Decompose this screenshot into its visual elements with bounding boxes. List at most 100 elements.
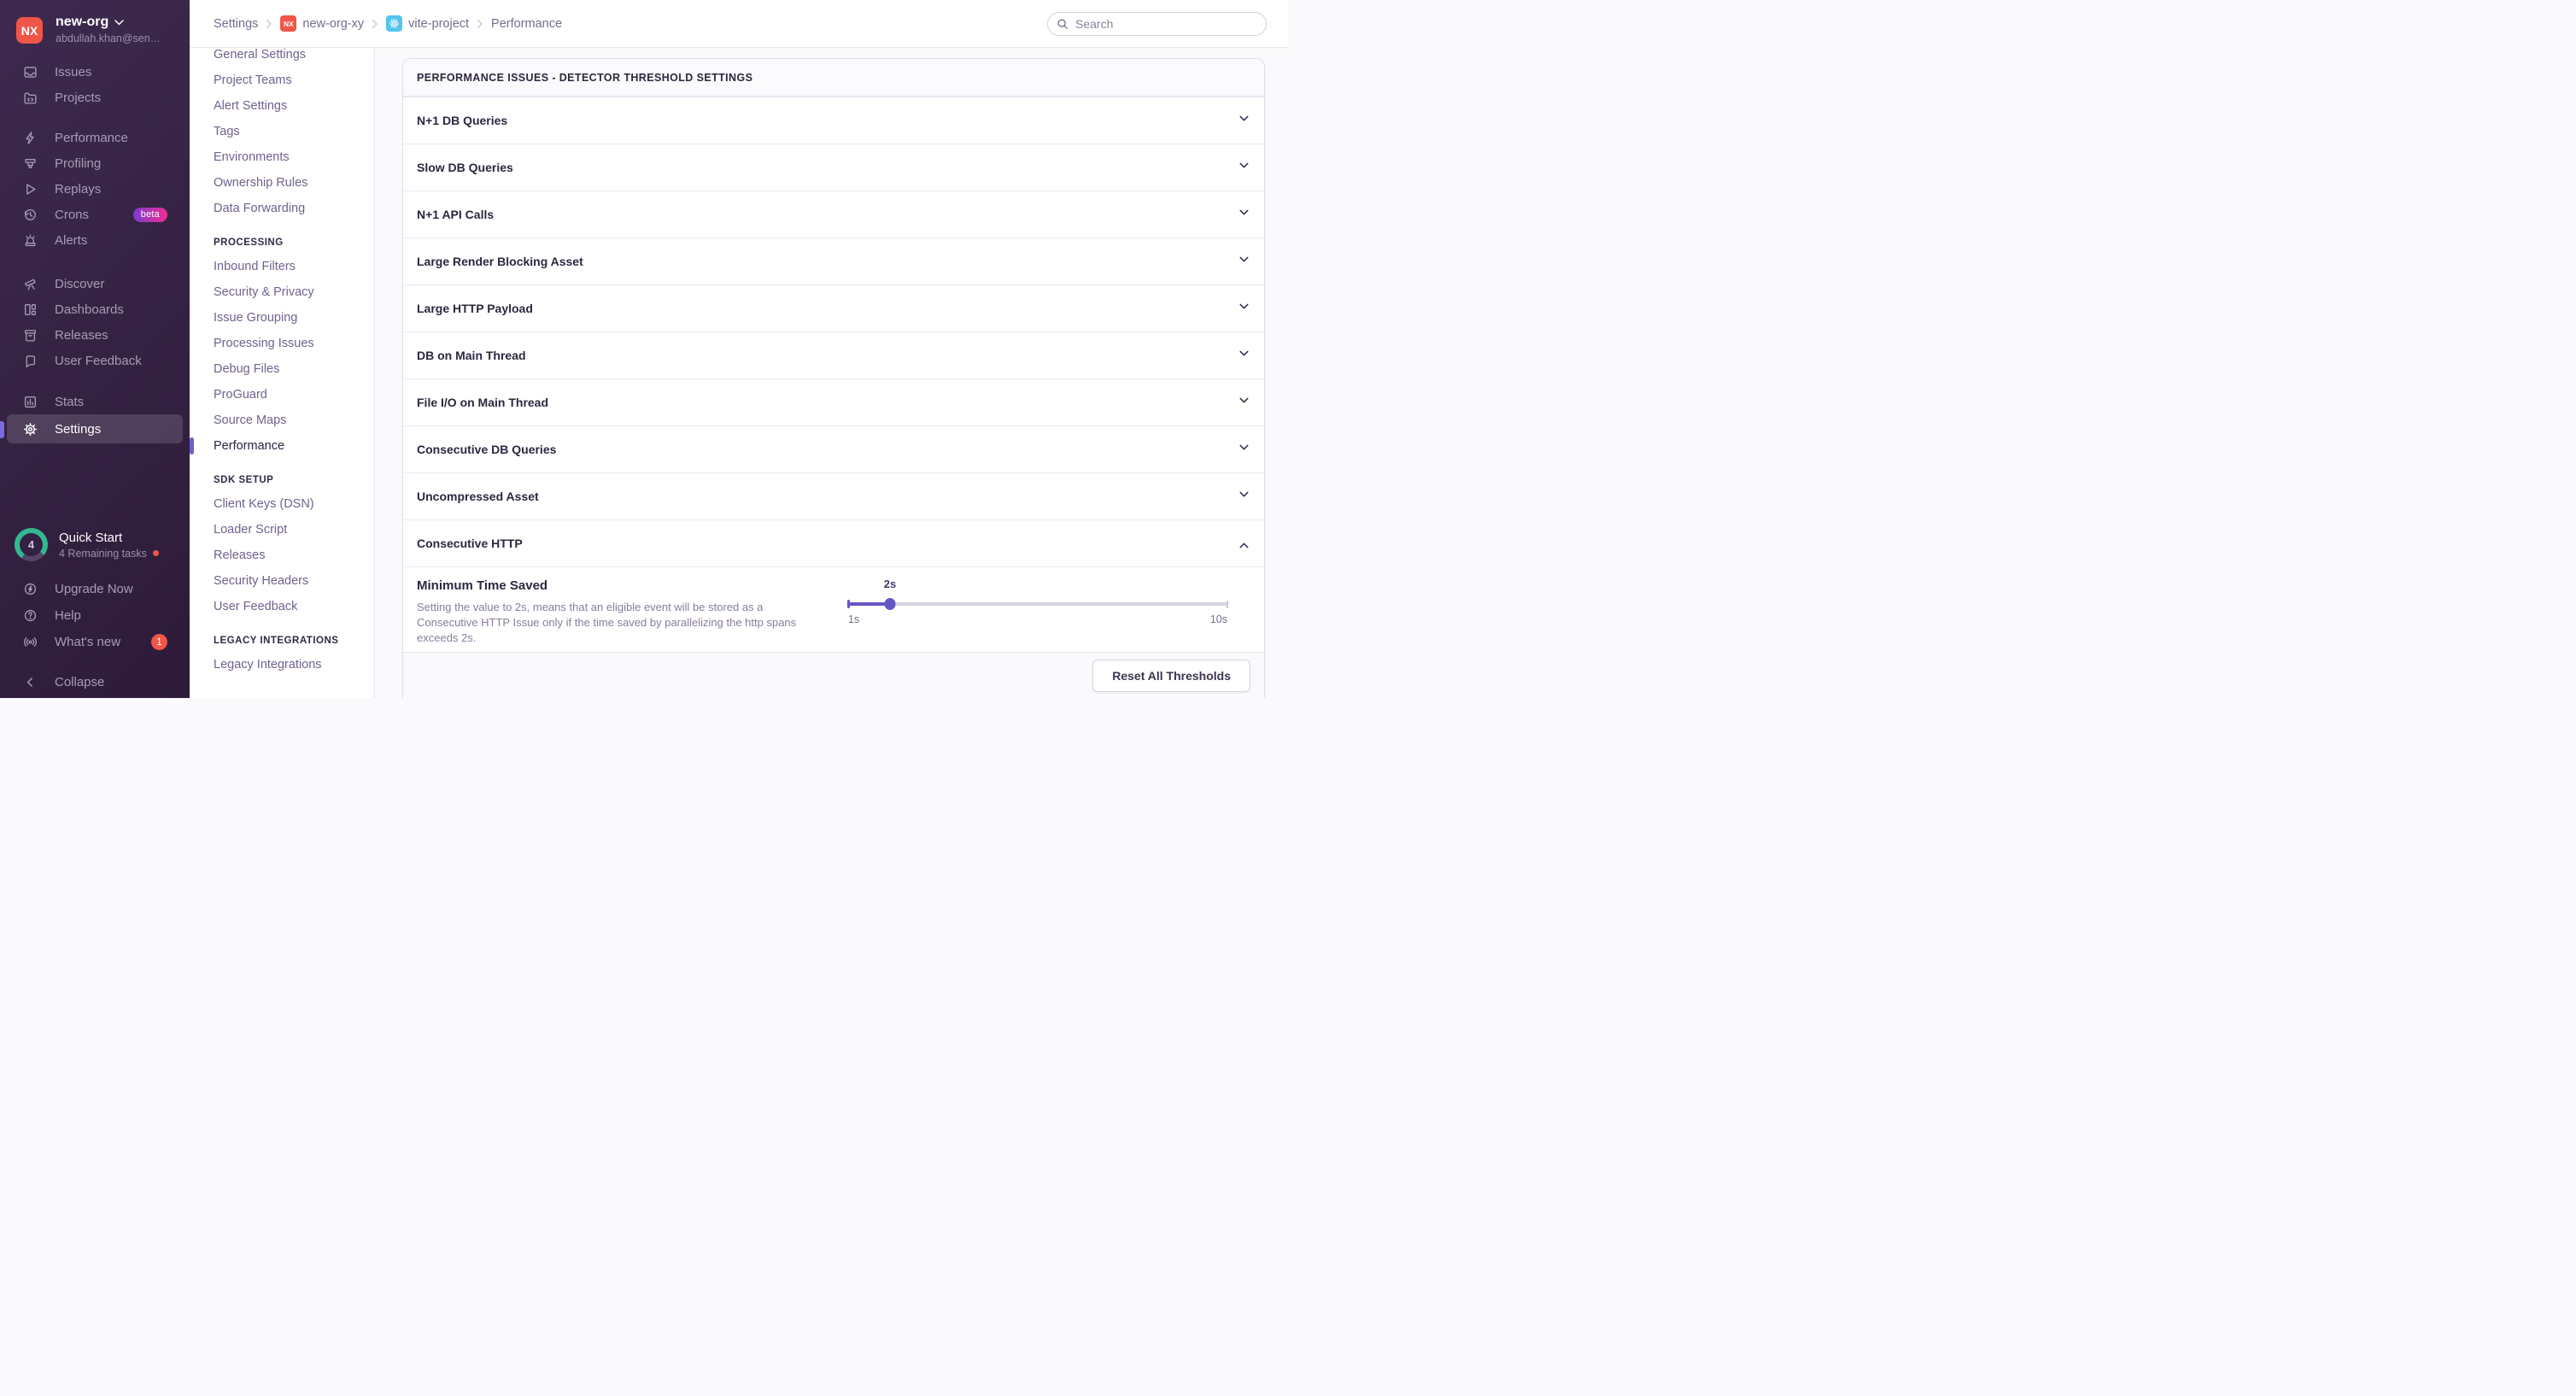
upgrade-icon xyxy=(22,582,38,597)
settings-nav-inbound-filters[interactable]: Inbound Filters xyxy=(214,260,296,273)
threshold-row-n1-db-queries[interactable]: N+1 DB Queries xyxy=(403,97,1264,144)
settings-nav-header-legacy-integrations: LEGACY INTEGRATIONS xyxy=(214,636,339,646)
notification-dot xyxy=(152,550,159,556)
settings-nav-data-forwarding[interactable]: Data Forwarding xyxy=(214,202,306,215)
sidebar-item-discover[interactable]: Discover xyxy=(0,271,190,296)
settings-nav-ownership-rules[interactable]: Ownership Rules xyxy=(214,176,308,190)
sidebar-item-help[interactable]: Help xyxy=(0,602,190,629)
sidebar-item-stats[interactable]: Stats xyxy=(0,389,190,414)
active-item-edge-indicator xyxy=(0,421,4,438)
chevron-right-icon xyxy=(266,19,272,29)
sidebar-item-user-feedback[interactable]: User Feedback xyxy=(0,348,190,373)
slider-end-cap xyxy=(1226,600,1228,608)
settings-secondary-nav: General Settings Project Teams Alert Set… xyxy=(190,48,375,698)
primary-nav: Issues Projects Performance Profiling Re… xyxy=(0,59,190,443)
user-email: abdullah.khan@sen… xyxy=(56,32,161,44)
chevron-down-icon xyxy=(114,15,124,30)
stats-icon xyxy=(22,394,38,409)
breadcrumb-organization[interactable]: NX new-org-xy xyxy=(280,15,364,32)
dashboards-icon xyxy=(22,302,38,317)
detector-threshold-panel: PERFORMANCE ISSUES - DETECTOR THRESHOLD … xyxy=(402,58,1265,698)
sidebar-item-crons[interactable]: Crons beta xyxy=(0,202,190,227)
threshold-row-file-io-on-main-thread[interactable]: File I/O on Main Thread xyxy=(403,378,1264,425)
sidebar-item-settings[interactable]: Settings xyxy=(7,414,183,443)
settings-nav-environments[interactable]: Environments xyxy=(214,150,290,164)
breadcrumb-settings[interactable]: Settings xyxy=(214,16,259,31)
chevron-down-icon xyxy=(1238,206,1250,223)
settings-nav-performance[interactable]: Performance xyxy=(214,439,285,453)
threshold-row-uncompressed-asset[interactable]: Uncompressed Asset xyxy=(403,472,1264,519)
sidebar-item-profiling[interactable]: Profiling xyxy=(0,150,190,176)
threshold-row-db-on-main-thread[interactable]: DB on Main Thread xyxy=(403,331,1264,378)
crons-icon xyxy=(22,207,38,222)
settings-nav-debug-files[interactable]: Debug Files xyxy=(214,362,280,376)
setting-label: Minimum Time Saved xyxy=(417,578,548,593)
active-nav-accent-bar xyxy=(190,437,194,455)
sidebar-item-performance[interactable]: Performance xyxy=(0,125,190,150)
sidebar-item-upgrade-now[interactable]: Upgrade Now xyxy=(0,576,190,602)
quick-start-panel[interactable]: 4 Quick Start 4 Remaining tasks xyxy=(15,528,179,561)
quick-start-title: Quick Start xyxy=(59,530,123,545)
slider-max-label: 10s xyxy=(1209,613,1227,625)
settings-nav-tags[interactable]: Tags xyxy=(214,125,240,138)
sidebar-item-replays[interactable]: Replays xyxy=(0,176,190,202)
quick-start-progress-ring: 4 xyxy=(15,528,48,561)
breadcrumb-current-page: Performance xyxy=(491,16,563,31)
reset-all-thresholds-button[interactable]: Reset All Thresholds xyxy=(1092,660,1250,692)
settings-nav-header-sdk-setup: SDK SETUP xyxy=(214,475,274,485)
threshold-row-large-render-blocking-asset[interactable]: Large Render Blocking Asset xyxy=(403,238,1264,284)
breadcrumb: Settings NX new-org-xy vite-project Perf… xyxy=(214,15,562,32)
settings-nav-security-privacy[interactable]: Security & Privacy xyxy=(214,285,314,299)
settings-nav-user-feedback[interactable]: User Feedback xyxy=(214,600,298,613)
settings-nav-releases[interactable]: Releases xyxy=(214,548,266,562)
chevron-right-icon xyxy=(477,19,483,29)
slider-track[interactable] xyxy=(847,598,1228,610)
settings-nav-security-headers[interactable]: Security Headers xyxy=(214,574,309,588)
settings-nav-project-teams[interactable]: Project Teams xyxy=(214,73,292,87)
org-name: new-org xyxy=(56,15,109,29)
sidebar-item-issues[interactable]: Issues xyxy=(0,59,190,85)
slider-handle[interactable] xyxy=(884,598,896,610)
slider-fill xyxy=(848,602,891,606)
threshold-row-consecutive-http[interactable]: Consecutive HTTP xyxy=(403,519,1264,566)
alerts-icon xyxy=(22,232,38,248)
replays-icon xyxy=(22,181,38,196)
chevron-down-icon xyxy=(1238,441,1250,458)
performance-icon xyxy=(22,130,38,145)
chevron-right-icon xyxy=(372,19,378,29)
threshold-row-slow-db-queries[interactable]: Slow DB Queries xyxy=(403,144,1264,191)
help-icon xyxy=(22,608,38,624)
search-input[interactable] xyxy=(1047,11,1267,36)
threshold-row-large-http-payload[interactable]: Large HTTP Payload xyxy=(403,284,1264,331)
settings-nav-loader-script[interactable]: Loader Script xyxy=(214,523,288,537)
sidebar-item-alerts[interactable]: Alerts xyxy=(0,227,190,253)
settings-nav-alert-settings[interactable]: Alert Settings xyxy=(214,99,288,113)
sidebar-item-whats-new[interactable]: What's new 1 xyxy=(0,629,190,655)
settings-nav-source-maps[interactable]: Source Maps xyxy=(214,414,287,427)
settings-nav-issue-grouping[interactable]: Issue Grouping xyxy=(214,311,298,325)
issues-icon xyxy=(22,64,38,79)
releases-icon xyxy=(22,327,38,343)
collapse-button[interactable]: Collapse xyxy=(0,669,190,695)
settings-nav-client-keys[interactable]: Client Keys (DSN) xyxy=(214,497,314,511)
sidebar-item-dashboards[interactable]: Dashboards xyxy=(0,296,190,322)
setting-description: Setting the value to 2s, means that an e… xyxy=(417,601,797,645)
threshold-row-consecutive-db-queries[interactable]: Consecutive DB Queries xyxy=(403,425,1264,472)
settings-nav-general-settings[interactable]: General Settings xyxy=(214,48,307,62)
chevron-left-icon xyxy=(22,674,38,689)
minimum-time-saved-slider: 2s 1s 10s xyxy=(847,578,1228,637)
settings-nav-proguard[interactable]: ProGuard xyxy=(214,388,267,402)
search-box xyxy=(1047,11,1267,36)
chevron-down-icon xyxy=(1238,394,1250,411)
gear-icon xyxy=(22,421,38,437)
sidebar-item-projects[interactable]: Projects xyxy=(0,85,190,110)
settings-nav-processing-issues[interactable]: Processing Issues xyxy=(214,337,314,350)
chevron-down-icon xyxy=(1238,300,1250,317)
org-switcher[interactable]: NX new-org abdullah.khan@sen… xyxy=(16,15,181,44)
breadcrumb-project[interactable]: vite-project xyxy=(386,15,469,32)
sidebar-item-releases[interactable]: Releases xyxy=(0,322,190,348)
threshold-row-n1-api-calls[interactable]: N+1 API Calls xyxy=(403,191,1264,238)
settings-nav-legacy-integrations[interactable]: Legacy Integrations xyxy=(214,658,322,672)
search-icon xyxy=(1057,18,1068,34)
whats-new-badge: 1 xyxy=(151,634,167,650)
